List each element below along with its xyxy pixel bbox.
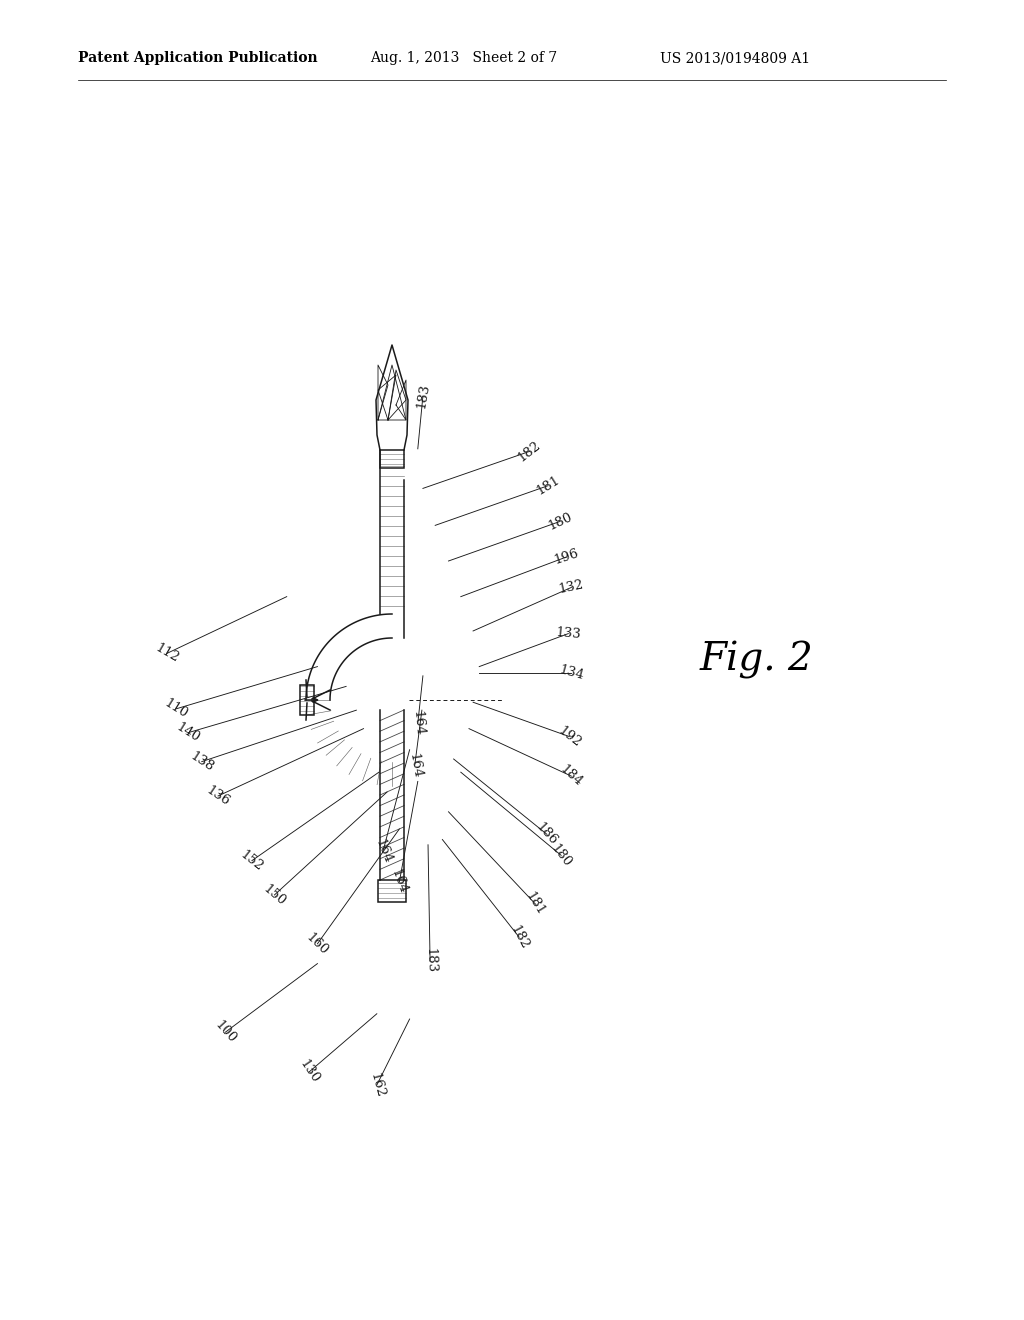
Text: Aug. 1, 2013   Sheet 2 of 7: Aug. 1, 2013 Sheet 2 of 7	[370, 51, 557, 65]
Text: Fig. 2: Fig. 2	[700, 642, 814, 678]
Text: 152: 152	[238, 847, 266, 874]
Text: 164: 164	[407, 752, 423, 779]
Text: 138: 138	[187, 750, 216, 774]
Text: 181: 181	[523, 890, 548, 919]
Text: 134: 134	[557, 664, 586, 682]
Text: 183: 183	[415, 383, 431, 409]
Text: 183: 183	[423, 948, 437, 974]
Text: 110: 110	[162, 697, 190, 721]
Text: 164: 164	[372, 837, 394, 866]
Text: 132: 132	[558, 578, 585, 597]
Text: US 2013/0194809 A1: US 2013/0194809 A1	[660, 51, 810, 65]
Text: 180: 180	[548, 841, 574, 870]
Text: 164: 164	[411, 710, 425, 737]
Text: 181: 181	[534, 474, 562, 498]
Text: Patent Application Publication: Patent Application Publication	[78, 51, 317, 65]
Text: 186: 186	[534, 821, 560, 847]
Text: 130: 130	[297, 1057, 322, 1086]
Text: 112: 112	[153, 642, 181, 665]
Text: 182: 182	[508, 923, 530, 952]
Bar	[300, 685, 314, 715]
Text: 196: 196	[552, 546, 581, 568]
Text: 140: 140	[174, 721, 203, 744]
Text: 160: 160	[304, 931, 331, 957]
Text: 150: 150	[261, 882, 288, 908]
Text: 100: 100	[212, 1019, 239, 1045]
Text: 136: 136	[204, 784, 232, 808]
Text: 182: 182	[515, 438, 544, 465]
Text: 180: 180	[546, 511, 574, 532]
Text: 184: 184	[558, 763, 585, 789]
Text: 192: 192	[555, 723, 584, 750]
Text: 164: 164	[389, 867, 410, 896]
Bar	[380, 450, 404, 469]
Text: 162: 162	[368, 1071, 386, 1100]
Bar	[378, 880, 406, 902]
Text: 133: 133	[555, 626, 582, 642]
